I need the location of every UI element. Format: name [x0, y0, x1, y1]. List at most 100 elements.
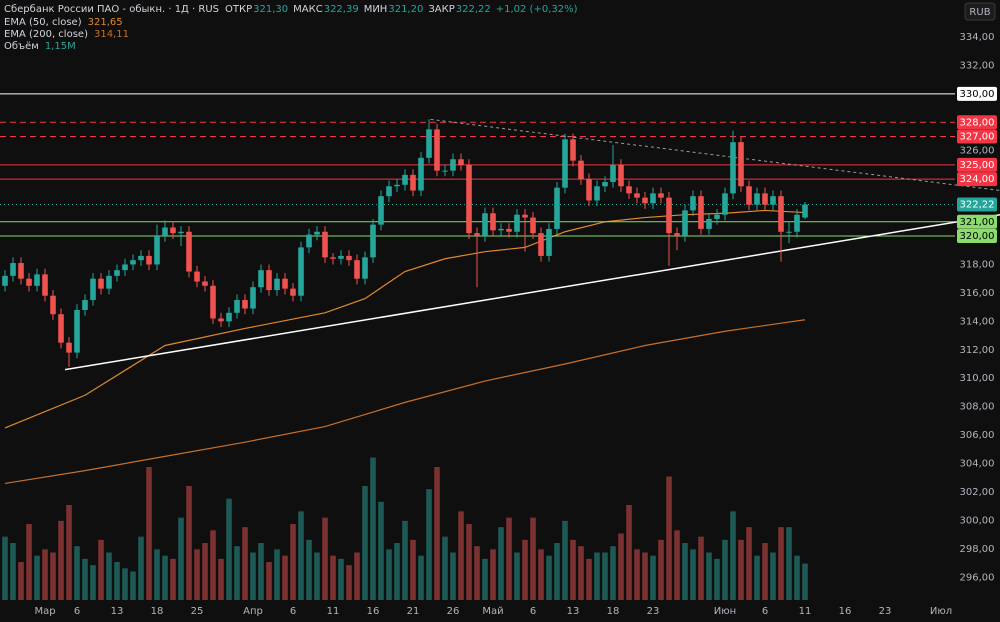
candle-body [242, 300, 248, 309]
candle-body [666, 197, 672, 234]
candle-body [82, 300, 88, 310]
currency-button[interactable] [964, 2, 996, 21]
level-label: 327,00 [960, 131, 995, 142]
candle-body [674, 233, 680, 237]
volume-bar [290, 524, 296, 600]
candle-body [490, 213, 496, 231]
candle-body [50, 295, 56, 315]
volume-bar [266, 562, 272, 600]
volume-bar [98, 539, 104, 600]
candle-body [170, 227, 176, 234]
volume-bar [594, 552, 600, 600]
volume-bar [770, 552, 776, 600]
candle-body [210, 285, 216, 319]
level-label: 325,00 [960, 160, 995, 171]
candle-body [154, 236, 160, 265]
x-tick-label: 13 [111, 606, 124, 617]
candle-body [514, 214, 520, 232]
x-tick-label: 26 [447, 606, 460, 617]
volume-bar [626, 505, 632, 600]
candle-body [714, 214, 720, 219]
candle-body [602, 181, 608, 187]
candle-body [642, 197, 648, 204]
candle-body [266, 270, 272, 291]
last-price-label: 322,22 [960, 199, 995, 210]
candle-body [562, 139, 568, 188]
x-tick-label: 16 [367, 606, 380, 617]
volume-bar [346, 565, 352, 600]
candle-body [786, 231, 792, 233]
volume-bar [746, 527, 752, 600]
legend-name: Объём [4, 41, 39, 52]
volume-bar [250, 552, 256, 600]
volume-bar [682, 543, 688, 600]
volume-bar [554, 543, 560, 600]
volume-bar [50, 552, 56, 600]
volume-bar [66, 505, 72, 600]
y-tick-label: 314,00 [960, 316, 995, 327]
candle-body [386, 186, 392, 197]
ohlc-value: 321,30 [253, 4, 288, 15]
level-label: 330,00 [960, 89, 995, 100]
volume-bar [322, 517, 328, 600]
volume-bar [802, 563, 808, 600]
y-tick-label: 296,00 [960, 572, 995, 583]
candle-body [634, 193, 640, 198]
volume-bar [386, 549, 392, 600]
volume-bar [34, 555, 40, 600]
volume-bar [42, 549, 48, 600]
volume-bar [370, 457, 376, 600]
ohlc-value: 321,20 [388, 4, 423, 15]
volume-bar [618, 533, 624, 600]
candle-body [354, 260, 360, 279]
volume-bar [602, 552, 608, 600]
candle-body [426, 129, 432, 158]
candle-body [578, 160, 584, 180]
candle-body [42, 274, 48, 296]
ema-line [4, 319, 806, 485]
candle-body [466, 164, 472, 234]
candle-body [330, 257, 336, 259]
y-tick-label: 304,00 [960, 459, 995, 470]
candle-body [458, 159, 464, 165]
x-tick-label: 18 [151, 606, 164, 617]
candle-body [306, 234, 312, 248]
level-box [957, 214, 997, 229]
candle-body [98, 278, 104, 289]
candle-body [506, 228, 512, 232]
candle-body [122, 264, 128, 271]
candle-body [274, 278, 280, 291]
candle-body [746, 186, 752, 205]
x-tick-label: Мар [34, 606, 55, 617]
y-tick-label: 300,00 [960, 515, 995, 526]
volume-bar [570, 539, 576, 600]
volume-bar [754, 555, 760, 600]
candle-body [482, 213, 488, 237]
legend-name: EMA (200, close) [4, 29, 88, 40]
candle-body [570, 139, 576, 161]
candle-body [146, 255, 152, 265]
y-tick-label: 326,00 [960, 146, 995, 157]
volume-bar [442, 536, 448, 600]
candle-body [282, 278, 288, 289]
volume-bar [106, 552, 112, 600]
volume-bar [130, 571, 136, 600]
volume-bar [282, 555, 288, 600]
candle-body [738, 142, 744, 187]
y-tick-label: 298,00 [960, 544, 995, 555]
volume-bar [2, 536, 8, 600]
volume-bar [490, 549, 496, 600]
candle-body [690, 196, 696, 211]
volume-bar [178, 517, 184, 600]
volume-bar [514, 552, 520, 600]
volume-bar [530, 517, 536, 600]
candle-body [290, 288, 296, 296]
volume-bar [274, 549, 280, 600]
volume-bar [330, 555, 336, 600]
volume-bar [538, 549, 544, 600]
candle-body [418, 157, 424, 191]
volume-bar [506, 517, 512, 600]
volume-bar [58, 520, 64, 600]
